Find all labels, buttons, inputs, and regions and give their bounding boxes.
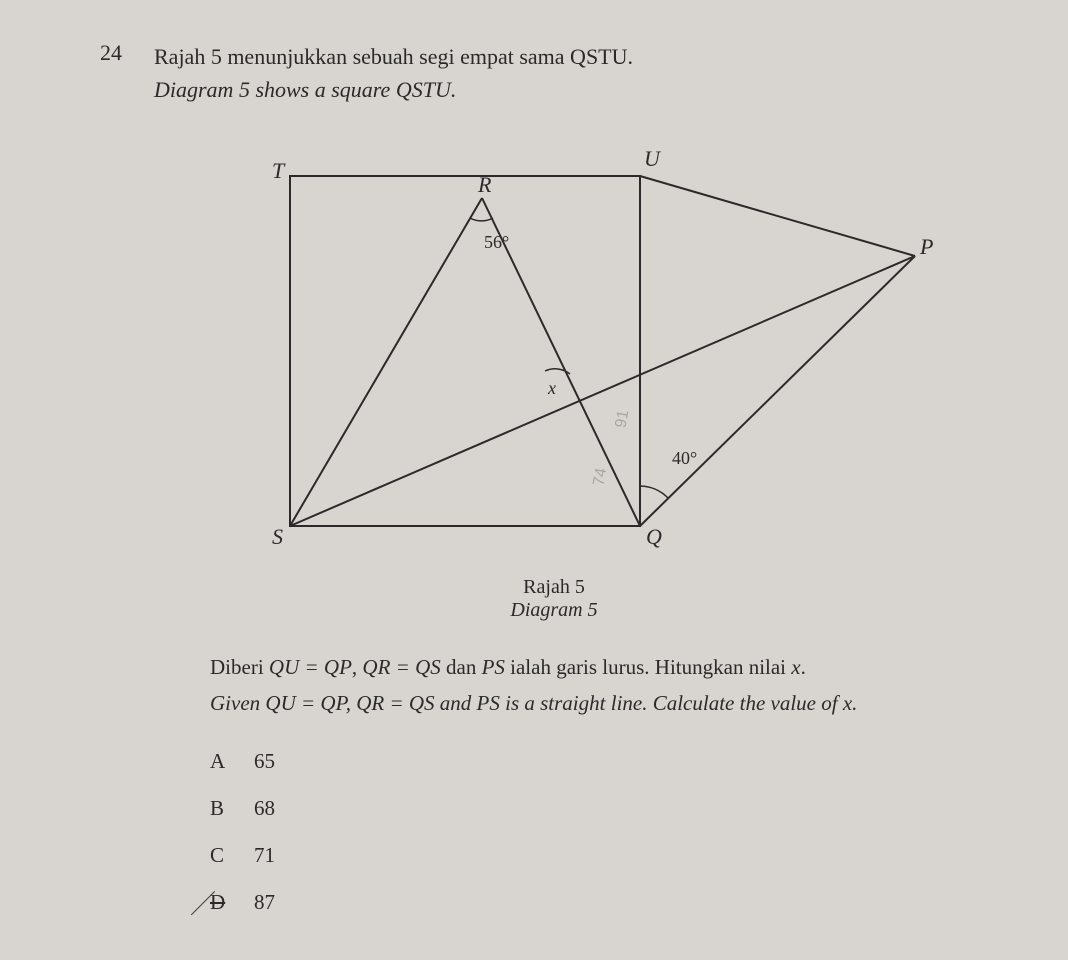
angle-56: 56°	[484, 232, 509, 253]
label-S: S	[272, 524, 283, 550]
question-line-ms: Rajah 5 menunjukkan sebuah segi empat sa…	[154, 40, 633, 73]
given-en: Given QU = QP, QR = QS and PS is a strai…	[210, 688, 1008, 720]
pencil-slash-icon: ／	[190, 884, 216, 921]
option-value: 71	[254, 843, 275, 868]
option-value: 68	[254, 796, 275, 821]
diagram-caption: Rajah 5 Diagram 5	[100, 576, 1008, 622]
question-line-en: Diagram 5 shows a square QSTU.	[154, 73, 633, 106]
option-letter: B	[210, 796, 230, 821]
label-R: R	[478, 172, 491, 198]
diagram: T U R P S Q 56° 40° x 91 74	[220, 136, 940, 566]
caption-ms: Rajah 5	[100, 576, 1008, 599]
question-number: 24	[100, 40, 130, 106]
question-header: 24 Rajah 5 menunjukkan sebuah segi empat…	[100, 40, 1008, 106]
option-D: D 87 ／	[210, 890, 1008, 915]
option-B: B 68	[210, 796, 1008, 821]
label-T: T	[272, 158, 284, 184]
option-letter: C	[210, 843, 230, 868]
pencil-mark-74: 74	[590, 467, 611, 488]
option-letter: A	[210, 749, 230, 774]
option-value: 65	[254, 749, 275, 774]
option-value: 87	[254, 890, 275, 915]
diagram-svg	[220, 136, 940, 566]
question-text: Rajah 5 menunjukkan sebuah segi empat sa…	[154, 40, 633, 106]
options-list: A 65 B 68 C 71 D 87 ／	[210, 749, 1008, 915]
angle-40: 40°	[672, 448, 697, 469]
label-Q: Q	[646, 524, 662, 550]
label-P: P	[920, 234, 933, 260]
angle-x: x	[548, 378, 556, 399]
pencil-mark-91: 91	[612, 409, 633, 430]
label-U: U	[644, 146, 660, 172]
given-ms: Diberi QU = QP, QR = QS dan PS ialah gar…	[210, 652, 1008, 684]
option-A: A 65	[210, 749, 1008, 774]
option-C: C 71	[210, 843, 1008, 868]
caption-en: Diagram 5	[100, 599, 1008, 622]
